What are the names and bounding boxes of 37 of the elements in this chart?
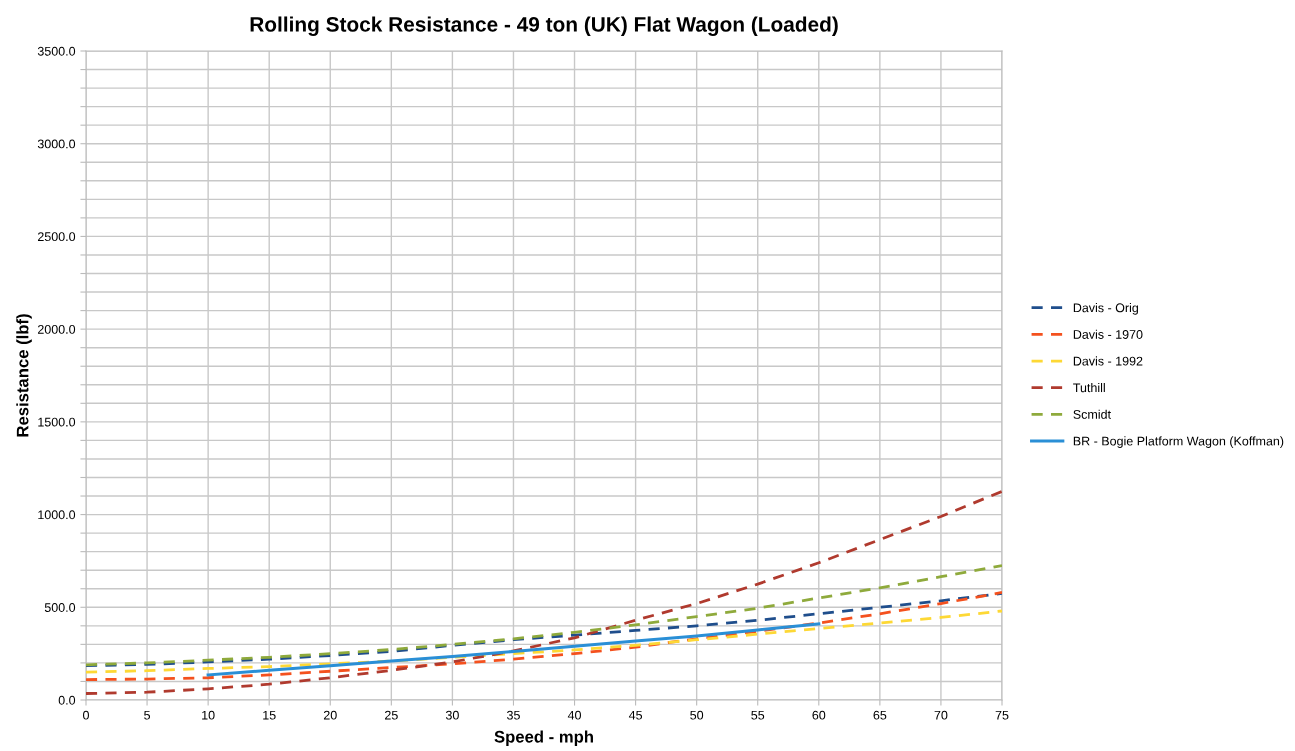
y-tick-label: 3000.0	[37, 139, 76, 149]
x-tick-label: 75	[995, 710, 1009, 720]
x-tick-label: 25	[385, 710, 398, 720]
legend-label: Davis - Orig	[1073, 303, 1138, 315]
x-tick-label: 20	[323, 710, 337, 720]
legend-label: Davis - 1970	[1073, 329, 1143, 339]
x-tick-label: 50	[690, 710, 704, 720]
x-tick-label: 70	[934, 710, 948, 720]
y-tick-label: 1500.0	[38, 417, 76, 427]
y-tick-label: 0.0	[58, 695, 76, 705]
legend-label: Tuthill	[1073, 383, 1105, 393]
line-series	[86, 609, 1002, 674]
x-tick-label: 5	[144, 710, 151, 720]
legend-label: Scmidt	[1073, 409, 1111, 419]
x-tick-label: 55	[751, 710, 765, 720]
x-tick-label: 0	[83, 710, 89, 720]
line-series	[86, 490, 1002, 695]
y-tick-label: 2500.0	[37, 232, 76, 242]
x-tick-label: 30	[445, 710, 459, 720]
y-tick-label: 3500.0	[37, 46, 76, 56]
x-tick-label: 10	[202, 710, 215, 720]
y-tick-label: 500.0	[44, 603, 76, 612]
x-tick-label: 40	[567, 710, 581, 720]
line-series	[86, 564, 1002, 667]
line-series	[206, 622, 821, 677]
y-tick-label: 2000.0	[37, 324, 76, 334]
chart-title: Rolling Stock Resistance - 49 ton (UK) Flat Wagon (Loaded)	[250, 16, 838, 36]
y-tick-label: 1000.0	[38, 510, 76, 520]
x-tick-label: 60	[812, 710, 826, 720]
x-tick-label: 15	[263, 710, 276, 720]
x-tick-label: 65	[873, 710, 887, 720]
x-tick-label: 35	[506, 710, 520, 720]
x-tick-label: 45	[628, 710, 643, 720]
x-axis-title: Speed - mph	[494, 730, 593, 746]
legend-label: Davis - 1992	[1073, 356, 1143, 366]
legend-label: BR - Bogie Platform Wagon (Koffman)	[1073, 436, 1284, 448]
y-axis-title: Resistance (lbf)	[16, 314, 32, 437]
